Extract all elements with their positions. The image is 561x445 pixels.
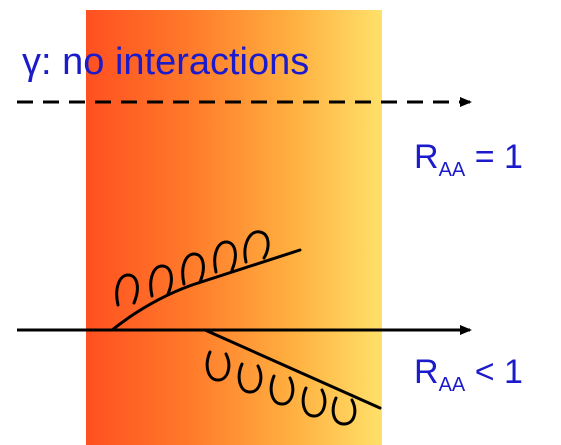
raa-equals-one-label: RAA = 1 (414, 138, 523, 180)
lower-gluon (203, 328, 382, 426)
raa-r: R (414, 353, 439, 391)
hot-medium (86, 10, 382, 445)
raa-relation: = 1 (465, 138, 523, 176)
raa-subscript: AA (438, 374, 466, 396)
raa-subscript: AA (438, 159, 466, 181)
upper-gluon (110, 230, 302, 332)
raa-less-than-one-label: RAA < 1 (414, 353, 523, 395)
title-text: no interactions (51, 41, 310, 83)
photon-title: γ: no interactions (22, 43, 309, 81)
raa-relation: < 1 (465, 353, 523, 391)
raa-r: R (414, 138, 439, 176)
gamma-symbol: γ: (22, 41, 52, 83)
